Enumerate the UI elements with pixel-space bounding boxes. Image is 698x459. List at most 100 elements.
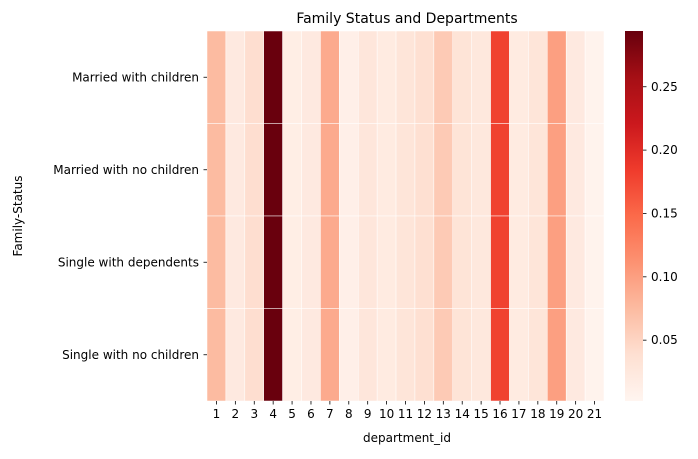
- heatmap-cell: [509, 123, 529, 217]
- heatmap-cell: [547, 308, 567, 402]
- heatmap-cell: [263, 215, 283, 309]
- x-tick-label: 9: [364, 407, 372, 421]
- x-tick-label: 15: [473, 407, 488, 421]
- heatmap-cell: [584, 123, 605, 217]
- heatmap-cell: [414, 123, 435, 217]
- y-tick-label: Single with dependents: [58, 255, 199, 269]
- heatmap-cell: [244, 123, 264, 217]
- heatmap-cell: [452, 308, 472, 402]
- x-tick-label: 8: [345, 407, 353, 421]
- heatmap-cell: [357, 30, 378, 124]
- x-tick-label: 11: [398, 407, 413, 421]
- colorbar-tick-label: 0.20: [651, 143, 678, 157]
- heatmap-cell: [584, 30, 605, 124]
- x-tick-label: 6: [307, 407, 315, 421]
- x-tick-label: 10: [379, 407, 394, 421]
- heatmap-cell: [565, 215, 586, 309]
- heatmap-cell: [376, 30, 397, 124]
- heatmap-cell: [263, 123, 283, 217]
- colorbar-ticks: 0.05 0.10 0.15 0.20 0.25: [643, 80, 678, 347]
- heatmap-cell: [433, 30, 454, 124]
- heatmap-cell: [547, 123, 567, 217]
- heatmap-cell: [395, 30, 416, 124]
- y-axis-label: Family-Status: [11, 176, 25, 257]
- heatmap-cell: [339, 215, 359, 309]
- x-tick-label: 1: [213, 407, 221, 421]
- heatmap-cell: [433, 215, 454, 309]
- heatmap-cell: [528, 30, 548, 124]
- heatmap-cell: [339, 308, 359, 402]
- heatmap-cell: [301, 308, 321, 402]
- heatmap-cell: [244, 30, 264, 124]
- heatmap-cell: [414, 30, 435, 124]
- heatmap-cell: [339, 123, 359, 217]
- heatmap-cell: [584, 308, 605, 402]
- heatmap-cell: [584, 215, 605, 309]
- colorbar-tick-label: 0.10: [651, 270, 678, 284]
- heatmap-cells: [206, 30, 605, 402]
- chart-title: Family Status and Departments: [296, 11, 517, 27]
- heatmap-cell: [244, 215, 264, 309]
- heatmap-cell: [528, 215, 548, 309]
- heatmap-cell: [433, 308, 454, 402]
- heatmap-cell: [320, 215, 340, 309]
- heatmap-cell: [320, 30, 340, 124]
- heatmap-cell: [452, 123, 472, 217]
- colorbar: [625, 31, 643, 401]
- heatmap-cell: [528, 123, 548, 217]
- heatmap-cell: [471, 215, 491, 309]
- heatmap-cell: [357, 308, 378, 402]
- heatmap-cell: [376, 308, 397, 402]
- x-tick-label: 16: [492, 407, 507, 421]
- heatmap-cell: [282, 30, 302, 124]
- heatmap-cell: [301, 215, 321, 309]
- colorbar-tick-label: 0.15: [651, 206, 678, 220]
- heatmap-cell: [225, 215, 246, 309]
- heatmap-cell: [471, 30, 491, 124]
- heatmap-cell: [206, 215, 227, 309]
- heatmap-cell: [301, 30, 321, 124]
- heatmap-cell: [339, 30, 359, 124]
- heatmap-cell: [263, 30, 283, 124]
- heatmap-cell: [395, 123, 416, 217]
- heatmap-cell: [490, 123, 510, 217]
- y-tick-label: Married with no children: [53, 163, 199, 177]
- heatmap-cell: [263, 308, 283, 402]
- x-tick-label: 18: [530, 407, 545, 421]
- x-axis-ticks: 1 2 3 4 5 6 7 8 9 10 11 12 13 14 15 16 17 18 19 20 21: [213, 401, 602, 421]
- heatmap-cell: [414, 308, 435, 402]
- colorbar-tick-label: 0.25: [651, 80, 678, 94]
- x-tick-label: 21: [587, 407, 602, 421]
- heatmap-cell: [433, 123, 454, 217]
- heatmap-cell: [452, 215, 472, 309]
- heatmap-cell: [320, 123, 340, 217]
- x-axis-label: department_id: [363, 431, 451, 445]
- x-tick-label: 13: [436, 407, 451, 421]
- heatmap-cell: [490, 30, 510, 124]
- heatmap-cell: [452, 30, 472, 124]
- heatmap-cell: [565, 123, 586, 217]
- heatmap-cell: [509, 215, 529, 309]
- heatmap-cell: [414, 215, 435, 309]
- heatmap-cell: [547, 30, 567, 124]
- x-tick-label: 17: [511, 407, 526, 421]
- heatmap-cell: [490, 308, 510, 402]
- heatmap-cell: [376, 215, 397, 309]
- heatmap-cell: [509, 308, 529, 402]
- y-tick-label: Single with no children: [62, 348, 199, 362]
- heatmap-cell: [471, 308, 491, 402]
- x-tick-label: 20: [568, 407, 583, 421]
- heatmap-cell: [206, 123, 227, 217]
- heatmap-cell: [357, 215, 378, 309]
- x-tick-label: 12: [417, 407, 432, 421]
- heatmap-cell: [225, 123, 246, 217]
- heatmap-cell: [565, 30, 586, 124]
- heatmap-cell: [471, 123, 491, 217]
- heatmap-cell: [565, 308, 586, 402]
- heatmap-cell: [225, 308, 246, 402]
- heatmap-cell: [206, 30, 227, 124]
- heatmap-cell: [282, 308, 302, 402]
- x-tick-label: 2: [232, 407, 240, 421]
- x-tick-label: 3: [250, 407, 258, 421]
